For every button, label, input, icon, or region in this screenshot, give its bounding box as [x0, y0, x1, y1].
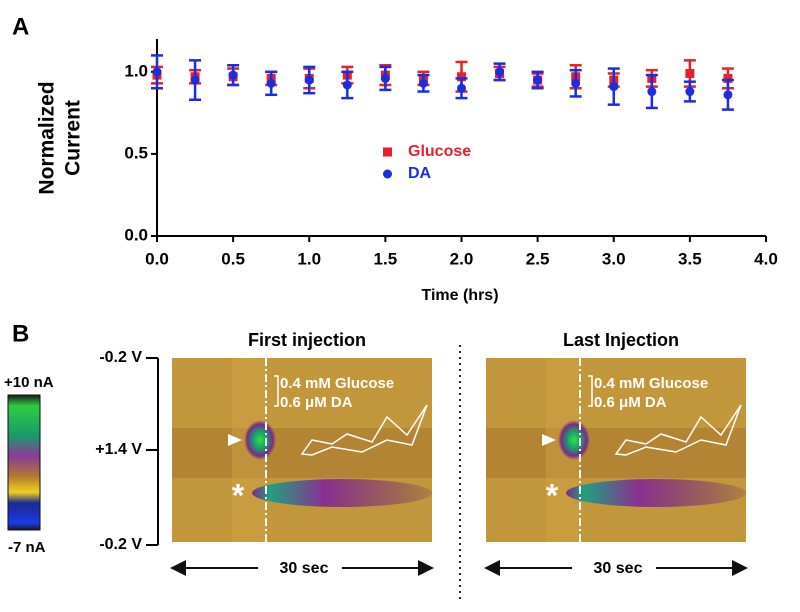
point	[533, 75, 543, 85]
x-axis-label: Time (hrs)	[421, 287, 498, 304]
color-plot: 0.4 mM Glucose 0.6 μM DA *	[172, 358, 432, 542]
reduction-streak	[252, 479, 432, 507]
legend-marker	[383, 169, 392, 179]
point	[571, 78, 581, 88]
cv-trace	[300, 404, 428, 456]
y-tick-label: 0.0	[124, 225, 148, 244]
point	[380, 73, 390, 83]
x-tick-label: 2.5	[526, 249, 550, 268]
x-tick-label: 3.0	[602, 249, 626, 268]
point	[228, 70, 238, 80]
point	[190, 75, 200, 85]
y-axis-label: Current	[62, 100, 85, 176]
x-tick-label: 3.5	[678, 249, 702, 268]
y-tick-label: 0.5	[124, 143, 148, 162]
scale-label: 0.6 μM DA	[280, 394, 353, 411]
x-tick-label: 0.5	[221, 249, 245, 268]
arrowhead	[542, 434, 556, 446]
asterisk: *	[232, 477, 245, 513]
reduction-streak	[566, 479, 746, 507]
point	[723, 90, 733, 100]
y-tick-label: 1.0	[124, 61, 148, 80]
colorbar	[7, 394, 41, 531]
x-tick-label: 1.0	[297, 249, 321, 268]
point	[495, 67, 505, 77]
point	[609, 82, 619, 92]
x-tick-label: 4.0	[754, 249, 778, 268]
point	[723, 73, 733, 83]
legend-label: DA	[408, 165, 432, 182]
point	[457, 83, 466, 93]
asterisk: *	[546, 477, 559, 513]
plot-title: First injection	[248, 330, 366, 350]
voltage-label: +1.4 V	[95, 441, 142, 458]
point	[685, 87, 695, 97]
oxidation-spot	[558, 420, 590, 460]
scale-label: 0.4 mM Glucose	[280, 375, 394, 392]
oxidation-spot	[244, 420, 276, 460]
arrowhead	[228, 434, 242, 446]
point	[342, 80, 352, 90]
point	[304, 75, 314, 85]
voltage-label: -0.2 V	[99, 349, 142, 366]
y-axis-label: Normalized	[36, 81, 59, 194]
colorbar-label: +10 nA	[4, 374, 54, 391]
scale-label: 0.4 mM Glucose	[594, 375, 708, 392]
time-label: 30 sec	[280, 560, 329, 577]
point	[647, 87, 657, 97]
scale-label: 0.6 μM DA	[594, 394, 667, 411]
x-tick-label: 2.0	[450, 249, 474, 268]
x-tick-label: 1.5	[374, 249, 398, 268]
panel-label: A	[12, 13, 29, 40]
legend-marker	[383, 147, 392, 157]
cv-trace	[614, 404, 742, 456]
point	[685, 68, 695, 78]
colorbar-label: -7 nA	[8, 539, 46, 556]
point	[266, 78, 276, 88]
legend-label: Glucose	[408, 143, 471, 160]
point	[418, 78, 428, 88]
point	[152, 67, 162, 77]
x-tick-label: 0.0	[145, 249, 169, 268]
time-label: 30 sec	[594, 560, 643, 577]
voltage-label: -0.2 V	[99, 536, 142, 553]
plot-title: Last Injection	[563, 330, 679, 350]
point	[457, 72, 466, 82]
panel-label: B	[12, 320, 29, 347]
color-plot: 0.4 mM Glucose 0.6 μM DA *	[486, 358, 746, 542]
